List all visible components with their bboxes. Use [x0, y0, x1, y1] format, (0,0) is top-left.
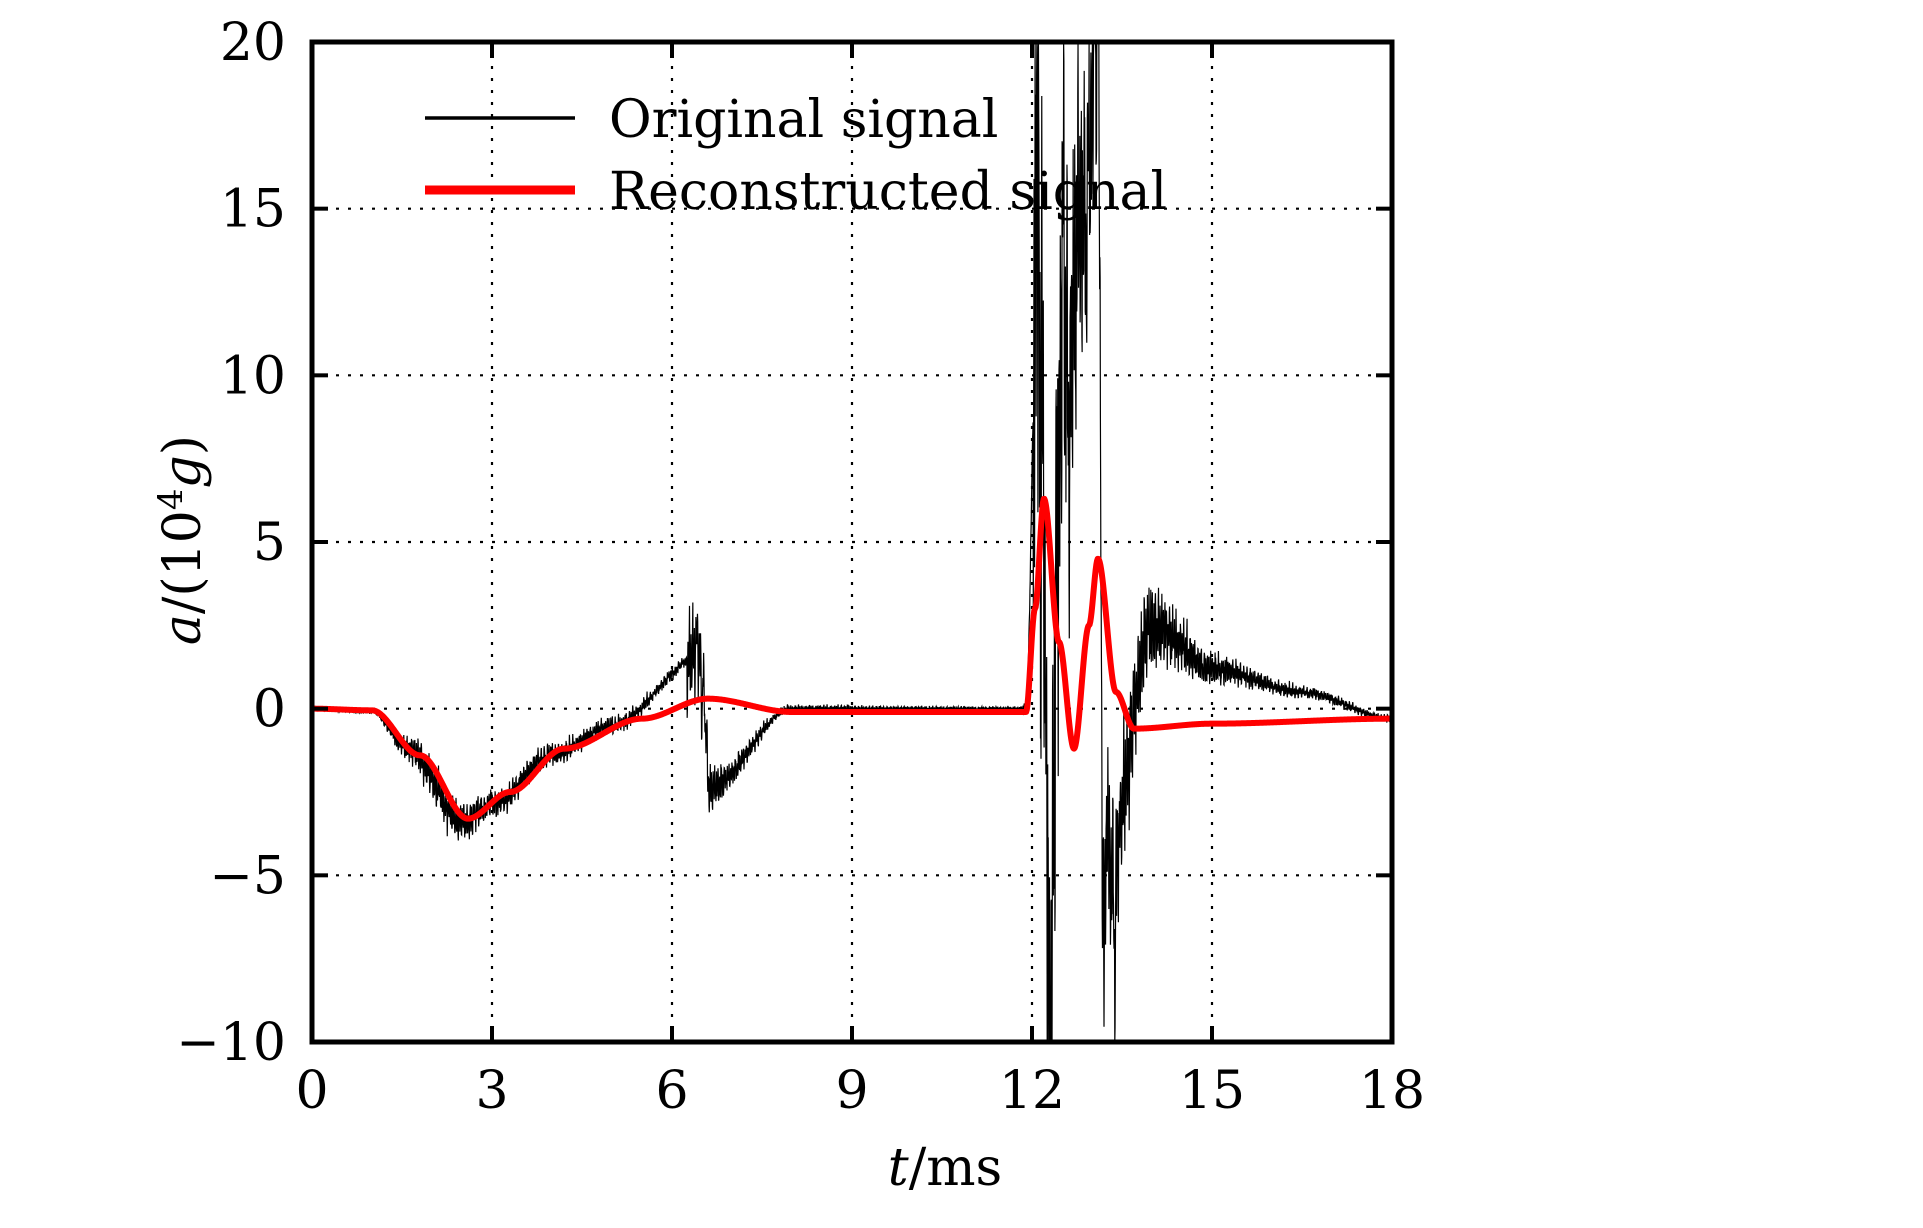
x-tick-label: 12 — [999, 1061, 1065, 1121]
series-layer — [312, 42, 1392, 1042]
y-tick-label: 15 — [220, 180, 286, 240]
svg-text:t/ms: t/ms — [888, 1138, 1002, 1198]
legend-item[interactable]: Reconstructed signal — [425, 162, 1167, 222]
y-tick-label: 5 — [253, 513, 286, 573]
legend-label: Original signal — [609, 90, 998, 150]
x-tick-label: 9 — [835, 1061, 868, 1121]
legend[interactable]: Original signal Reconstructed signal — [425, 90, 1167, 222]
axis-ticks — [310, 40, 1394, 1044]
x-tick-label: 0 — [295, 1061, 328, 1121]
series-reconstructed-signal — [312, 495, 1392, 822]
y-tick-label: −10 — [176, 1013, 286, 1073]
y-tick-label: 0 — [253, 680, 286, 740]
x-tick-label: 15 — [1179, 1061, 1245, 1121]
legend-item[interactable]: Original signal — [425, 90, 998, 150]
svg-text:a/(104g): a/(104g) — [151, 435, 213, 645]
legend-label: Reconstructed signal — [609, 162, 1167, 222]
x-tick-labels: 0 3 6 9 12 15 18 — [295, 1061, 1425, 1121]
y-tick-labels: −10 −5 0 5 10 15 20 — [176, 13, 286, 1073]
x-tick-label: 6 — [655, 1061, 688, 1121]
y-axis-title: a/(104g) — [151, 435, 213, 645]
x-tick-label: 3 — [475, 1061, 508, 1121]
x-tick-label: 18 — [1359, 1061, 1425, 1121]
y-tick-label: −5 — [209, 846, 286, 906]
series-original-signal — [312, 42, 1392, 1042]
y-tick-label: 20 — [220, 13, 286, 73]
x-axis-title: t/ms — [888, 1138, 1002, 1198]
y-tick-label: 10 — [220, 346, 286, 406]
